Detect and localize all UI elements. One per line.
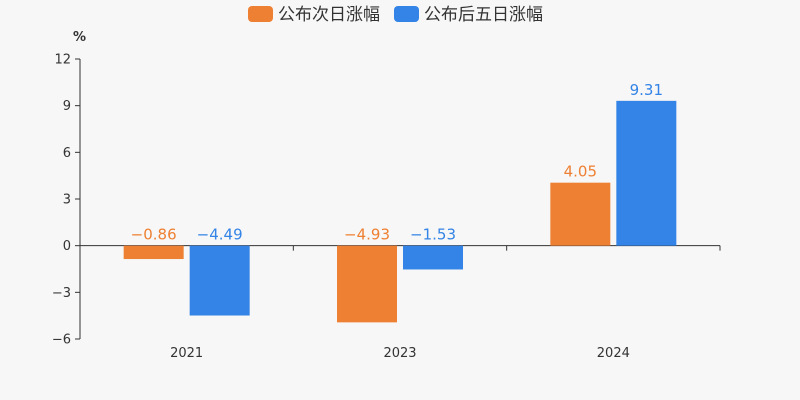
bar-2021-series-0[interactable] [123,245,184,260]
bar-2023-series-1[interactable] [403,245,463,270]
data-label: −4.93 [344,226,390,244]
y-tick-label: 12 [54,53,71,68]
data-label: −4.49 [197,226,243,244]
y-tick-label: −3 [52,286,71,301]
y-tick-label: −6 [52,333,71,348]
y-tick-label: 3 [63,193,71,208]
bar-2021-series-1[interactable] [189,245,250,316]
data-label: −0.86 [131,226,177,244]
x-tick-label: 2023 [383,346,416,361]
data-label: 4.05 [564,163,597,181]
y-tick-label: 6 [63,146,71,161]
bar-2024-series-0[interactable] [550,182,611,246]
bar-labels: −0.86 −4.49 −4.93 −1.53 4.05 9.31 [131,81,663,244]
bar-2024-series-1[interactable] [616,100,677,246]
legend-swatch-1[interactable] [394,6,419,22]
legend-label-0[interactable]: 公布次日涨幅 [278,5,380,25]
bar-2023-series-0[interactable] [337,245,397,323]
legend: 公布次日涨幅 公布后五日涨幅 [248,5,543,25]
x-tick-label: 2021 [170,346,203,361]
x-tick-label: 2024 [597,346,630,361]
axes: 12 9 6 3 0 −3 −6 2021 2023 2024 [52,53,721,361]
bars [123,100,677,323]
legend-swatch-0[interactable] [248,6,273,22]
y-tick-label: 9 [63,99,71,114]
data-label: −1.53 [410,226,456,244]
y-tick-label: 0 [63,239,71,254]
data-label: 9.31 [630,81,663,99]
y-axis-unit: % [73,30,86,45]
legend-label-1[interactable]: 公布后五日涨幅 [424,5,543,25]
